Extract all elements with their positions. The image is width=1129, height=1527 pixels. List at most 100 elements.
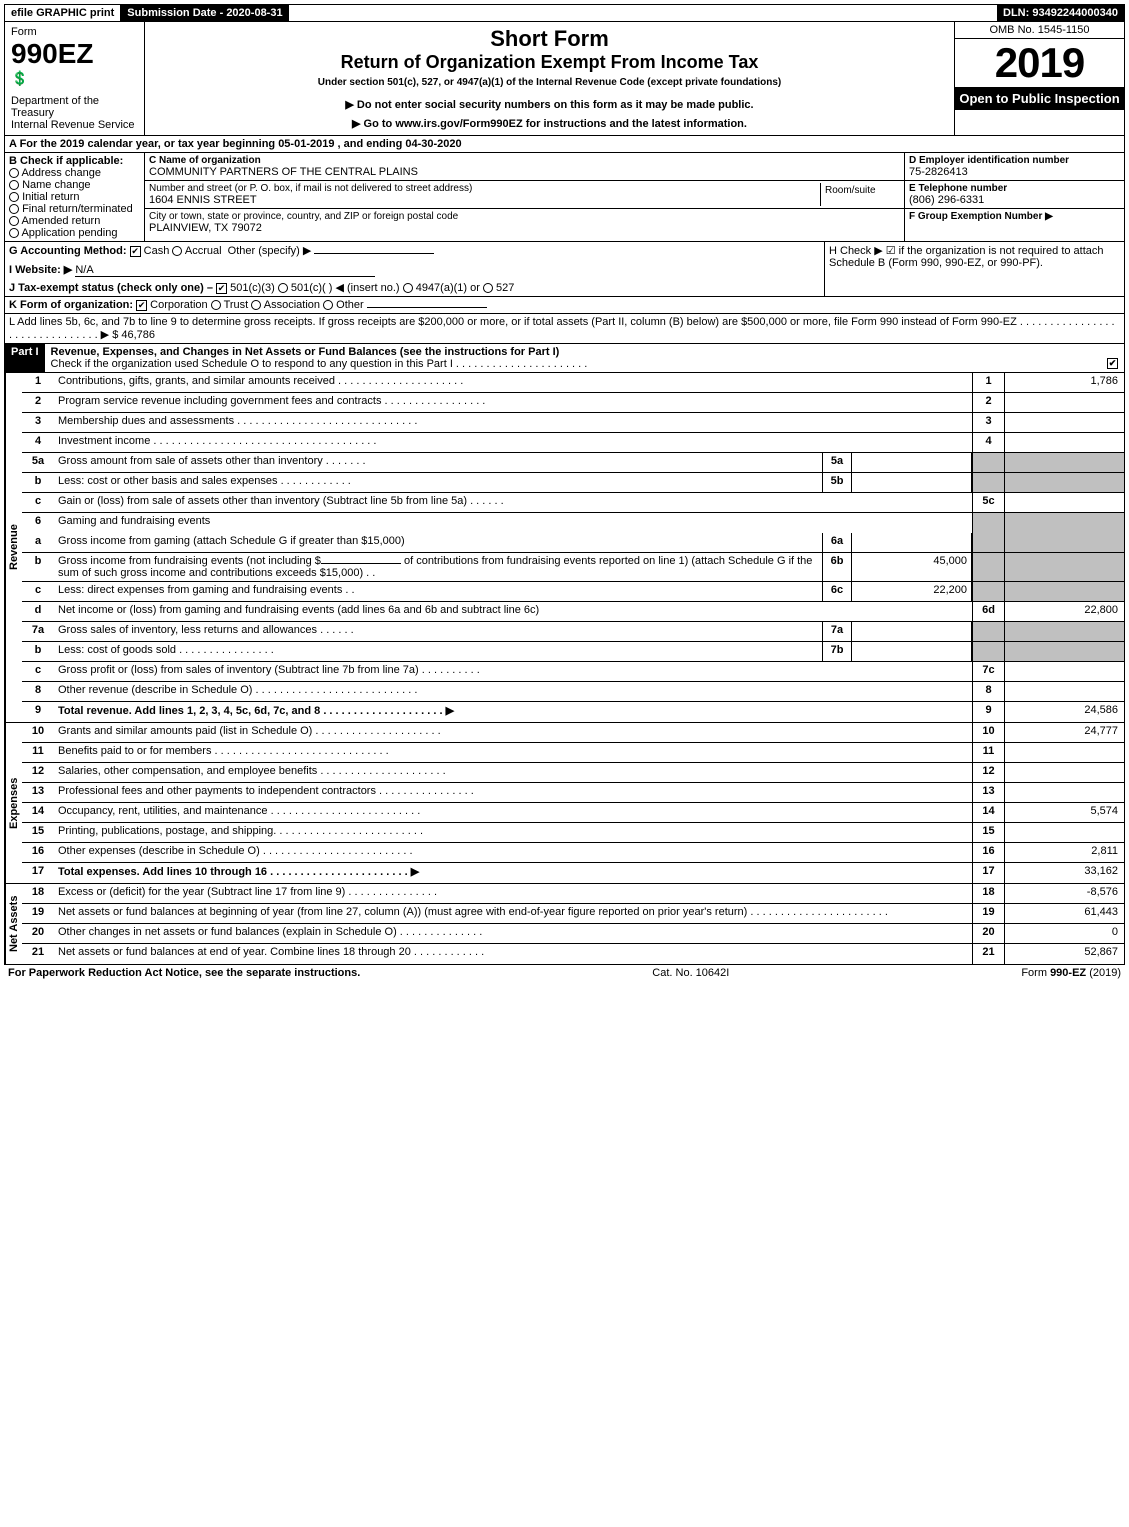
line-3-desc: Membership dues and assessments . . . . … [54, 413, 972, 432]
line-12-desc: Salaries, other compensation, and employ… [54, 763, 972, 782]
line-4-rnum: 4 [972, 433, 1004, 452]
line-5c-rnum: 5c [972, 493, 1004, 512]
chk-corporation[interactable] [136, 300, 147, 311]
line-9-desc: Total revenue. Add lines 1, 2, 3, 4, 5c,… [54, 702, 972, 722]
line-18-num: 18 [22, 884, 54, 903]
c-addr-label: Number and street (or P. O. box, if mail… [149, 183, 820, 194]
opt-app-pending: Application pending [21, 227, 117, 239]
line-5b-desc: Less: cost or other basis and sales expe… [54, 473, 822, 492]
line-6b-desc: Gross income from fundraising events (no… [54, 553, 822, 581]
chk-assoc[interactable] [251, 300, 261, 310]
line-19-val: 61,443 [1004, 904, 1124, 923]
line-5b-rnum [972, 473, 1004, 492]
chk-amended[interactable] [9, 216, 19, 226]
line-6c-num: c [22, 582, 54, 601]
efile-print-button[interactable]: efile GRAPHIC print [5, 5, 121, 21]
line-11-desc: Benefits paid to or for members . . . . … [54, 743, 972, 762]
open-to-public: Open to Public Inspection [955, 87, 1124, 110]
line-6c-desc: Less: direct expenses from gaming and fu… [54, 582, 822, 601]
line-20-rnum: 20 [972, 924, 1004, 943]
expenses-section-label: Expenses [5, 723, 22, 883]
chk-501c3[interactable] [216, 283, 227, 294]
room-label: Room/suite [825, 185, 896, 196]
j-label: J Tax-exempt status (check only one) – [9, 282, 213, 294]
line-6a-subnum: 6a [822, 533, 852, 552]
j-a: 501(c)(3) [230, 282, 275, 294]
title-main: Return of Organization Exempt From Incom… [151, 52, 948, 73]
line-20-val: 0 [1004, 924, 1124, 943]
line-5a-num: 5a [22, 453, 54, 472]
line-13-desc: Professional fees and other payments to … [54, 783, 972, 802]
line-12-rnum: 12 [972, 763, 1004, 782]
opt-initial-return: Initial return [22, 191, 79, 203]
submission-date-button[interactable]: Submission Date - 2020-08-31 [121, 5, 288, 21]
line-5c-num: c [22, 493, 54, 512]
chk-initial-return[interactable] [9, 192, 19, 202]
line-7b-desc: Less: cost of goods sold . . . . . . . .… [54, 642, 822, 661]
c-city-label: City or town, state or province, country… [149, 211, 900, 222]
line-5c-val [1004, 493, 1124, 512]
opt-name-change: Name change [22, 179, 91, 191]
chk-final-return[interactable] [9, 204, 19, 214]
dln-label: DLN: 93492244000340 [997, 5, 1124, 21]
chk-schedule-o[interactable] [1107, 358, 1118, 369]
line-5a-subval [852, 453, 972, 472]
top-bar: efile GRAPHIC print Submission Date - 20… [4, 4, 1125, 22]
line-17-val: 33,162 [1004, 863, 1124, 883]
chk-501c[interactable] [278, 283, 288, 293]
chk-app-pending[interactable] [9, 228, 19, 238]
chk-other[interactable] [323, 300, 333, 310]
chk-trust[interactable] [211, 300, 221, 310]
line-19-num: 19 [22, 904, 54, 923]
chk-address-change[interactable] [9, 168, 19, 178]
chk-527[interactable] [483, 283, 493, 293]
line-8-num: 8 [22, 682, 54, 701]
page-footer: For Paperwork Reduction Act Notice, see … [4, 965, 1125, 981]
line-7a-rnum [972, 622, 1004, 641]
irs-label: Internal Revenue Service [11, 119, 138, 131]
k-corp: Corporation [150, 299, 207, 311]
line-1-desc: Contributions, gifts, grants, and simila… [54, 373, 972, 392]
line-7c-desc: Gross profit or (loss) from sales of inv… [54, 662, 972, 681]
line-3-rnum: 3 [972, 413, 1004, 432]
line-5a-rnum [972, 453, 1004, 472]
line-8-rnum: 8 [972, 682, 1004, 701]
line-17-desc: Total expenses. Add lines 10 through 16 … [54, 863, 972, 883]
line-4-desc: Investment income . . . . . . . . . . . … [54, 433, 972, 452]
chk-cash[interactable] [130, 246, 141, 257]
line-11-rnum: 11 [972, 743, 1004, 762]
line-2-rnum: 2 [972, 393, 1004, 412]
chk-4947[interactable] [403, 283, 413, 293]
line-2-num: 2 [22, 393, 54, 412]
chk-name-change[interactable] [9, 180, 19, 190]
line-6d-rnum: 6d [972, 602, 1004, 621]
k-assoc: Association [264, 299, 320, 311]
line-16-desc: Other expenses (describe in Schedule O) … [54, 843, 972, 862]
line-7b-num: b [22, 642, 54, 661]
line-19-rnum: 19 [972, 904, 1004, 923]
k-label: K Form of organization: [9, 299, 133, 311]
g-other: Other (specify) ▶ [228, 245, 312, 257]
line-6-rnum [972, 513, 1004, 533]
line-3-val [1004, 413, 1124, 432]
chk-accrual[interactable] [172, 246, 182, 256]
line-6c-subval: 22,200 [852, 582, 972, 601]
line-10-val: 24,777 [1004, 723, 1124, 742]
line-6c-rval [1004, 582, 1124, 601]
phone-value: (806) 296-6331 [909, 194, 1120, 206]
website-value: N/A [75, 264, 375, 277]
line-8-val [1004, 682, 1124, 701]
line-11-num: 11 [22, 743, 54, 762]
g-cash: Cash [144, 245, 170, 257]
line-15-rnum: 15 [972, 823, 1004, 842]
line-19-desc: Net assets or fund balances at beginning… [54, 904, 972, 923]
line-6a-desc: Gross income from gaming (attach Schedul… [54, 533, 822, 552]
line-7a-num: 7a [22, 622, 54, 641]
goto-link[interactable]: ▶ Go to www.irs.gov/Form990EZ for instru… [151, 117, 948, 130]
line-14-rnum: 14 [972, 803, 1004, 822]
line-9-num: 9 [22, 702, 54, 722]
form-header: Form 990EZ 💲 Department of the Treasury … [4, 22, 1125, 136]
l-text: L Add lines 5b, 6c, and 7b to line 9 to … [5, 314, 1124, 343]
line-a: A For the 2019 calendar year, or tax yea… [4, 136, 1125, 153]
line-18-desc: Excess or (deficit) for the year (Subtra… [54, 884, 972, 903]
